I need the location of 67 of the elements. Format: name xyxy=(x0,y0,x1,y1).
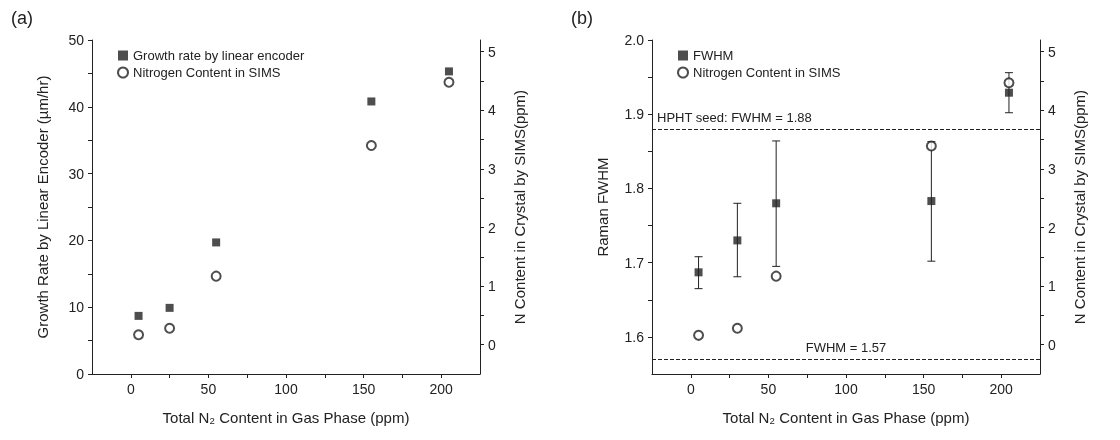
y2-tick-label: 2 xyxy=(1048,219,1056,236)
legend-label: Nitrogen Content in SIMS xyxy=(133,65,281,80)
x-tick-label: 50 xyxy=(760,381,777,397)
point xyxy=(164,322,176,334)
y2-tick-label: 4 xyxy=(1048,102,1056,119)
point xyxy=(772,199,781,208)
y2-tick-label: 2 xyxy=(488,219,496,236)
x-tick-label: 200 xyxy=(989,381,1014,397)
point xyxy=(212,238,221,247)
point xyxy=(1004,88,1013,97)
y-tick-label: 1.7 xyxy=(624,254,645,271)
point xyxy=(925,140,937,152)
legend-label: FWHM xyxy=(693,48,734,63)
point xyxy=(694,268,703,277)
y2-tick-label: 5 xyxy=(1048,43,1056,60)
legend-label: Growth rate by linear encoder xyxy=(133,48,305,63)
x-axis-title: Total N₂ Content in Gas Phase (ppm) xyxy=(162,409,410,426)
y2-axis-title: N Content in Crystal by SIMS(ppm) xyxy=(511,89,528,325)
point xyxy=(927,197,936,206)
x-tick-label: 50 xyxy=(200,381,217,397)
point xyxy=(770,270,782,282)
y-axis-title: Raman FWHM xyxy=(594,157,611,257)
point xyxy=(133,329,145,341)
y-tick-label: 1.8 xyxy=(624,180,645,197)
legend-label: Nitrogen Content in SIMS xyxy=(693,65,841,80)
y-tick-label: 10 xyxy=(68,299,85,316)
point xyxy=(165,303,174,312)
y2-tick-label: 3 xyxy=(1048,160,1056,177)
x-tick-label: 0 xyxy=(126,381,135,397)
x-tick-label: 150 xyxy=(351,381,376,397)
y-tick-label: 1.6 xyxy=(624,328,645,345)
y2-tick-label: 0 xyxy=(1048,336,1056,353)
chart-title: (b) xyxy=(571,8,593,28)
point xyxy=(444,67,453,76)
ref-line-label: FWHM = 1.57 xyxy=(805,340,887,356)
y-tick-label: 30 xyxy=(68,165,85,182)
point xyxy=(733,236,742,245)
point xyxy=(693,329,705,341)
x-tick-label: 100 xyxy=(834,381,858,397)
point xyxy=(1003,77,1015,89)
y2-tick-label: 4 xyxy=(488,102,496,119)
y-tick-label: 2.0 xyxy=(624,32,645,48)
y2-tick-label: 5 xyxy=(488,43,496,60)
y2-tick-label: 3 xyxy=(488,160,496,177)
y2-tick-label: 1 xyxy=(488,278,496,295)
point xyxy=(365,139,377,151)
y-tick-label: 20 xyxy=(68,232,85,249)
y-axis-title: Growth Rate by Linear Encoder (µm/hr) xyxy=(34,75,51,339)
x-tick-label: 200 xyxy=(429,381,454,397)
x-tick-label: 0 xyxy=(686,381,695,397)
y2-tick-label: 0 xyxy=(488,336,496,353)
y-tick-label: 0 xyxy=(76,366,85,382)
ref-line-label: HPHT seed: FWHM = 1.88 xyxy=(657,110,812,126)
x-tick-label: 150 xyxy=(911,381,936,397)
x-tick-label: 100 xyxy=(274,381,298,397)
point xyxy=(367,97,376,106)
chart-title: (a) xyxy=(11,8,33,28)
x-axis-title: Total N₂ Content in Gas Phase (ppm) xyxy=(722,409,970,426)
point xyxy=(134,311,143,320)
y-tick-label: 40 xyxy=(68,98,85,115)
y2-axis-title: N Content in Crystal by SIMS(ppm) xyxy=(1071,89,1088,325)
y2-tick-label: 1 xyxy=(1048,278,1056,295)
point xyxy=(731,322,743,334)
point xyxy=(443,76,455,88)
y-tick-label: 1.9 xyxy=(624,106,645,123)
y-tick-label: 50 xyxy=(68,32,85,48)
point xyxy=(210,270,222,282)
